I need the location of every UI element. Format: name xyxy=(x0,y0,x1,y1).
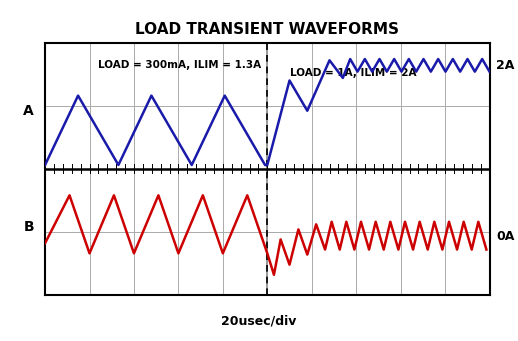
Text: A: A xyxy=(23,104,34,118)
Text: 0A: 0A xyxy=(496,231,514,243)
Text: LOAD = 1A, ILIM = 2A: LOAD = 1A, ILIM = 2A xyxy=(290,68,416,78)
Text: 20usec/div: 20usec/div xyxy=(221,314,297,327)
Text: 2A: 2A xyxy=(496,59,514,72)
Text: B: B xyxy=(23,220,34,234)
Text: LOAD = 300mA, ILIM = 1.3A: LOAD = 300mA, ILIM = 1.3A xyxy=(98,60,262,70)
Title: LOAD TRANSIENT WAVEFORMS: LOAD TRANSIENT WAVEFORMS xyxy=(135,22,399,37)
